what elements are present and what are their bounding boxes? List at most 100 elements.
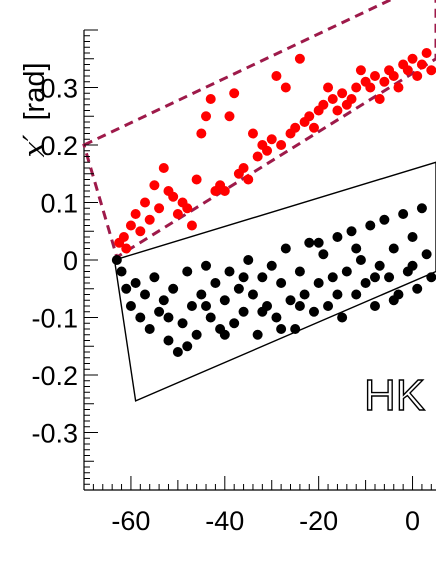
black-point [276,324,287,334]
black-point [149,272,160,283]
black-point [346,226,357,237]
black-point [351,243,362,254]
black-point [369,272,380,283]
red-point [365,82,376,93]
black-point [233,283,244,294]
black-point [369,301,380,311]
red-point [154,203,165,214]
black-point [374,260,385,271]
black-point [379,214,390,225]
red-point [355,65,366,76]
red-point [219,186,230,196]
red-point [346,94,357,104]
black-point [290,324,301,334]
black-point [116,266,127,277]
black-point [412,283,423,294]
red-point [327,94,338,104]
red-point [224,111,235,122]
y-tick-label: -0.3 [31,419,78,449]
black-point [426,272,436,283]
black-point [168,283,179,294]
black-point [191,329,202,340]
red-point [186,220,197,231]
red-point [308,122,319,133]
black-point [355,255,366,265]
black-point [252,329,263,340]
red-point [191,174,202,185]
black-point [332,232,343,242]
red-point [135,226,146,237]
black-point [308,306,319,317]
red-point [393,82,404,93]
black-point [318,249,329,260]
black-point [266,260,277,271]
red-point [337,88,348,99]
black-point [294,301,305,311]
red-point [243,174,254,185]
red-point [121,243,132,254]
red-point [262,145,273,156]
black-point [196,289,207,300]
red-point [402,65,413,76]
black-point [299,289,310,300]
red-point [196,128,207,139]
red-point [280,82,291,93]
black-point [219,295,230,306]
black-point [384,272,395,283]
red-point [118,232,129,242]
red-point [140,197,151,208]
black-point [276,278,287,288]
black-point [271,312,282,323]
black-point [201,260,212,271]
red-point [332,105,343,116]
red-point [426,65,436,76]
black-point [121,283,132,294]
black-point [186,301,197,311]
black-point [313,237,324,248]
black-point [172,347,183,357]
cut-region-solid [113,161,436,402]
black-point [130,278,141,288]
black-point [219,329,230,340]
red-point [130,209,141,219]
black-point [388,295,399,306]
black-point [238,306,249,317]
cut-region-dashed [82,0,436,260]
black-point [210,278,221,288]
black-point [313,278,324,288]
red-point [158,163,169,173]
black-point [182,341,193,352]
red-point [125,220,136,231]
y-tick-label: 0.2 [40,131,78,161]
black-point [140,289,151,300]
red-point [412,71,423,81]
black-point [360,278,371,288]
black-point [407,232,418,242]
black-point [337,312,348,323]
black-point [224,266,235,277]
black-point [229,318,240,329]
red-point [149,180,160,191]
black-point [243,255,254,265]
black-point [398,209,409,219]
black-point [182,266,193,277]
x-tick-label: -20 [299,506,338,536]
red-point [374,94,385,104]
red-point [172,209,183,219]
red-point [271,71,282,81]
red-point [252,151,263,162]
red-point [351,82,362,93]
red-point [247,128,258,139]
red-point [201,111,212,122]
red-point [407,53,418,64]
red-point [318,99,329,110]
black-point [257,272,268,283]
red-point [205,94,216,104]
black-point [323,301,334,311]
black-point [341,266,352,277]
red-point [294,53,305,64]
red-point [290,122,301,133]
black-point [177,318,188,329]
y-axis-label: x′ [rad] [17,62,51,157]
red-point [369,71,380,81]
